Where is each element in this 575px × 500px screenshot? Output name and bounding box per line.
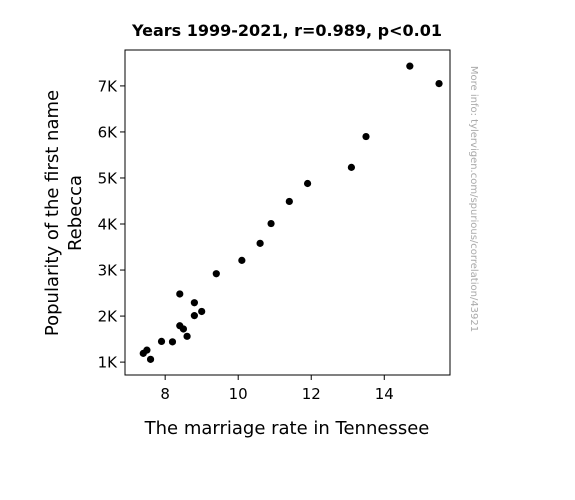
x-tick-label: 12	[302, 385, 321, 403]
data-point	[256, 239, 264, 247]
x-tick-label: 8	[160, 385, 170, 403]
data-point	[183, 332, 191, 340]
y-tick-label: 6K	[98, 123, 119, 141]
data-point	[362, 132, 370, 141]
data-point	[303, 179, 312, 188]
plot-area	[124, 49, 451, 376]
data-point	[176, 322, 184, 330]
y-axis-label-line-1: Popularity of the first name	[42, 90, 63, 336]
y-axis: 1K 2K 3K 4K 5K 6K 7K	[98, 77, 125, 372]
data-point	[406, 62, 414, 70]
y-tick-label: 5K	[98, 169, 119, 187]
data-point	[190, 299, 198, 307]
y-tick-label: 2K	[98, 308, 119, 326]
data-point	[176, 290, 184, 298]
x-axis: 8 10 12 14	[160, 375, 394, 403]
data-point	[139, 349, 147, 357]
data-point	[212, 270, 220, 278]
y-tick-label: 1K	[98, 354, 119, 372]
data-point	[267, 219, 275, 228]
data-point	[168, 338, 177, 346]
data-point	[238, 256, 246, 264]
x-tick-label: 14	[375, 385, 394, 403]
data-point	[157, 337, 166, 345]
data-points	[139, 62, 443, 363]
data-point	[285, 197, 293, 206]
data-point	[190, 312, 198, 320]
data-point	[435, 80, 443, 88]
chart-title: Years 1999-2021, r=0.989, p<0.01	[131, 21, 442, 40]
x-tick-label: 10	[229, 385, 248, 403]
data-point	[198, 307, 206, 316]
y-tick-label: 7K	[98, 77, 119, 95]
watermark: More info: tylervigen.com/spurious/corre…	[468, 66, 479, 332]
y-axis-label-line-2: Rebecca	[65, 175, 86, 251]
data-point	[146, 355, 155, 363]
x-axis-label: The marriage rate in Tennessee	[144, 418, 430, 439]
y-tick-label: 3K	[98, 262, 119, 280]
data-point	[347, 163, 356, 171]
y-tick-label: 4K	[98, 216, 119, 234]
